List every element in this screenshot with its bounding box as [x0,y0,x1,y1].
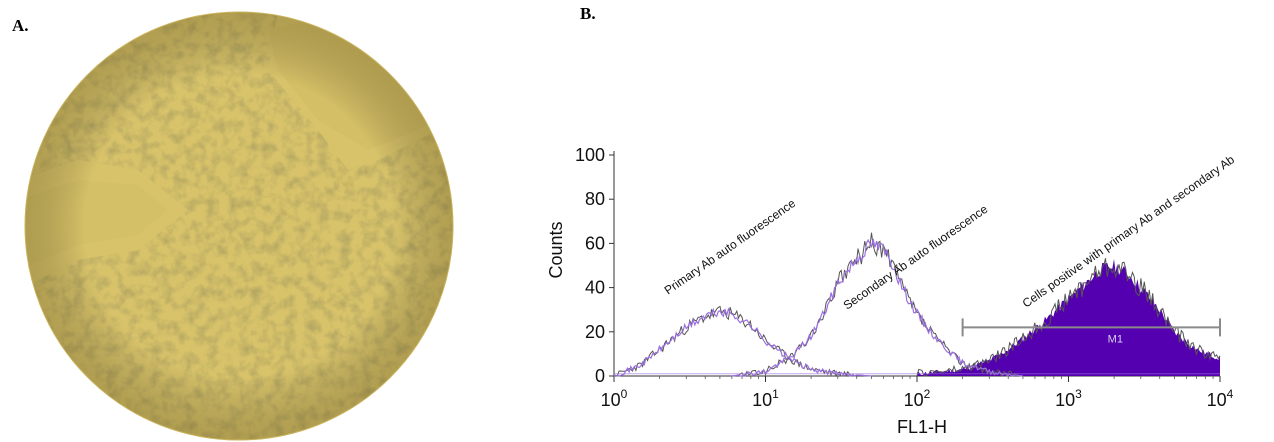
series-positive-outline [916,258,1221,377]
y-tick-label: 20 [585,322,605,342]
flow-cytometry-histogram: 0 20 40 60 80 100 100 101 102 103 104 M1 Primary Ab … [546,145,1237,437]
y-tick-label: 0 [595,366,605,386]
gate-m1-label: M1 [1108,333,1123,345]
series-secondary-purple-trace [731,238,1023,378]
series-positive-fill [917,259,1220,376]
x-axis-title: FL1-H [897,417,947,437]
series-primary-dark-trace [613,305,872,378]
cell-culture-micrograph [24,11,454,441]
x-tick-label: 103 [1055,387,1082,410]
y-tick-label: 100 [575,145,605,165]
x-tick-label: 102 [904,387,931,410]
x-tick-label: 100 [601,387,628,410]
annotation-primary: Primary Ab auto fluorescence [662,196,799,298]
series-primary-purple-trace [613,307,872,378]
series-secondary-dark-trace [731,232,1023,378]
x-tick-label: 104 [1207,387,1234,410]
panel-a-label: A. [12,16,29,35]
y-axis-title: Counts [546,221,566,278]
y-tick-label: 80 [585,189,605,209]
panel-b-label: B. [580,4,596,23]
y-tick-label: 60 [585,233,605,253]
y-tick-label: 40 [585,278,605,298]
plot-area: 0 20 40 60 80 100 100 101 102 103 104 M1 Primary Ab … [575,145,1237,410]
x-tick-label: 101 [752,387,779,410]
